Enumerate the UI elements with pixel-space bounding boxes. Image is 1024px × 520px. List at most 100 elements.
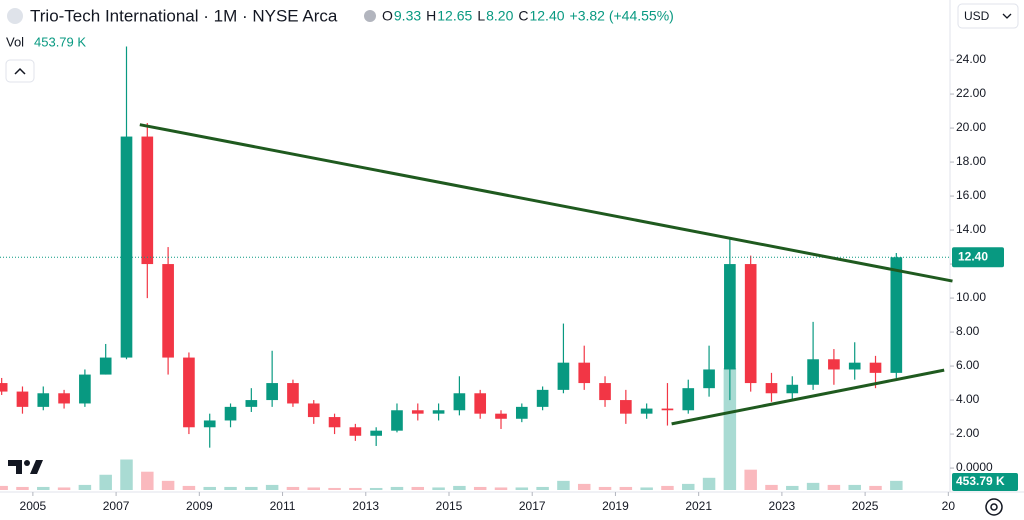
x-tick-label: 2021 — [685, 499, 712, 513]
volume-bar — [161, 480, 175, 490]
volume-bar — [349, 487, 362, 490]
x-tick-label: 2025 — [852, 499, 879, 513]
volume-bar — [702, 477, 716, 490]
candle-body — [848, 362, 861, 370]
candle-body — [0, 383, 8, 392]
candle-body — [578, 362, 591, 384]
volume-bar — [453, 485, 466, 490]
candle-body — [120, 136, 133, 358]
y-tick-label: 2.00 — [956, 426, 980, 440]
y-tick-label: 24.00 — [956, 52, 986, 66]
candle-body — [515, 406, 528, 419]
last-price-tag — [952, 247, 1004, 268]
candle-body — [453, 393, 466, 411]
volume-bar — [286, 486, 300, 490]
volume-bar — [182, 485, 196, 490]
plot-area — [0, 46, 903, 490]
y-tick-label: 16.00 — [956, 188, 986, 202]
volume-bar — [786, 485, 799, 490]
collapse-button[interactable] — [5, 59, 35, 83]
volume-bar — [744, 469, 757, 490]
candle-body — [536, 389, 549, 407]
candle-body — [557, 362, 570, 390]
candle-body — [807, 359, 819, 385]
y-tick-label: 22.00 — [956, 86, 986, 100]
candle-body — [349, 427, 362, 436]
candle-body — [245, 400, 258, 407]
change: +3.82 (+44.55%) — [570, 8, 674, 24]
status-dot — [364, 10, 376, 22]
candle-body — [79, 374, 91, 404]
candle-body — [682, 388, 695, 411]
volume-bar — [203, 486, 216, 490]
candle-body — [328, 417, 341, 428]
y-tick-label: 10.00 — [956, 290, 986, 304]
volume-bar — [411, 486, 425, 490]
candle-body — [890, 257, 903, 373]
candle-body — [411, 410, 424, 414]
quote-key: H — [426, 8, 436, 24]
x-tick-label: 2015 — [436, 499, 463, 513]
candle-body — [287, 383, 299, 404]
candle-body — [786, 384, 799, 394]
candle-body — [224, 406, 237, 421]
volume-bar — [806, 482, 820, 490]
x-tick-label: 2013 — [352, 499, 379, 513]
volume-bar — [640, 487, 653, 490]
trend-line — [671, 368, 945, 426]
volume-bar — [848, 484, 861, 490]
candle-body — [495, 413, 507, 419]
quote-value: 9.33 — [394, 8, 421, 24]
y-tick-label: 14.00 — [956, 222, 986, 236]
last-price-label: 12.40 — [958, 249, 988, 263]
tradingview-logo — [8, 460, 43, 474]
volume-bar — [494, 487, 508, 490]
candle-body — [370, 430, 382, 436]
candle-body — [474, 393, 487, 414]
candle-body — [16, 391, 29, 407]
currency-label: USD — [964, 9, 990, 23]
trend-line — [139, 123, 953, 283]
candle-body — [599, 383, 611, 401]
candle-body — [432, 410, 445, 414]
volume-bar — [682, 483, 695, 490]
volume-bar — [827, 484, 841, 490]
x-tick-label: 2019 — [602, 499, 629, 513]
candle-body — [58, 393, 70, 404]
settings-button[interactable] — [985, 498, 1003, 516]
volume-bar — [265, 484, 279, 490]
volume-tag — [952, 473, 1018, 491]
volume-bar — [765, 484, 778, 490]
quote-value: 12.65 — [437, 8, 472, 24]
volume-bar — [577, 483, 591, 490]
x-tick-label: 2017 — [519, 499, 546, 513]
candle-body — [203, 420, 216, 428]
volume-bar — [78, 484, 92, 490]
volume-bar — [598, 486, 612, 490]
volume-bar — [723, 368, 737, 490]
volume-bar — [307, 487, 320, 490]
volume-bar — [432, 487, 445, 490]
volume-tag-label: 453.79 K — [956, 474, 1005, 488]
currency-button[interactable]: USD — [957, 3, 1019, 29]
volume-bar — [141, 471, 154, 490]
volume-bar — [328, 487, 341, 490]
symbol-title: Trio-Tech International · 1M · NYSE Arca — [30, 6, 338, 25]
volume-bar — [57, 487, 71, 490]
candle-body — [640, 408, 653, 414]
volume-bar — [557, 480, 570, 490]
y-tick-label: 4.00 — [956, 392, 980, 406]
quote-key: L — [477, 8, 485, 24]
y-tick-label: 8.00 — [956, 324, 980, 338]
volume-bar — [473, 486, 487, 490]
candle-body — [703, 369, 715, 389]
volume-bar — [369, 487, 383, 490]
candle-body — [162, 264, 174, 358]
volume-bar — [16, 486, 29, 490]
volume-bar — [0, 485, 8, 490]
candle-body — [869, 362, 882, 373]
candle-body — [744, 264, 757, 384]
x-tick-label: 2011 — [270, 499, 296, 513]
